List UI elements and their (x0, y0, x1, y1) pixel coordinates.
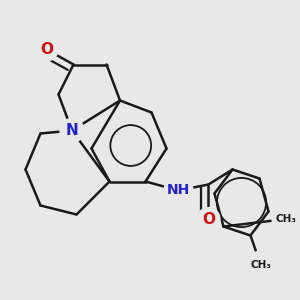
Text: N: N (66, 123, 78, 138)
Text: NH: NH (167, 184, 190, 197)
Circle shape (197, 208, 220, 230)
Circle shape (60, 118, 84, 142)
Text: CH₃: CH₃ (250, 260, 272, 271)
Text: CH₃: CH₃ (276, 214, 297, 224)
Circle shape (247, 251, 275, 280)
Circle shape (35, 38, 58, 61)
Circle shape (272, 205, 300, 233)
Text: O: O (40, 42, 53, 57)
Circle shape (164, 176, 193, 205)
Text: O: O (202, 212, 215, 226)
